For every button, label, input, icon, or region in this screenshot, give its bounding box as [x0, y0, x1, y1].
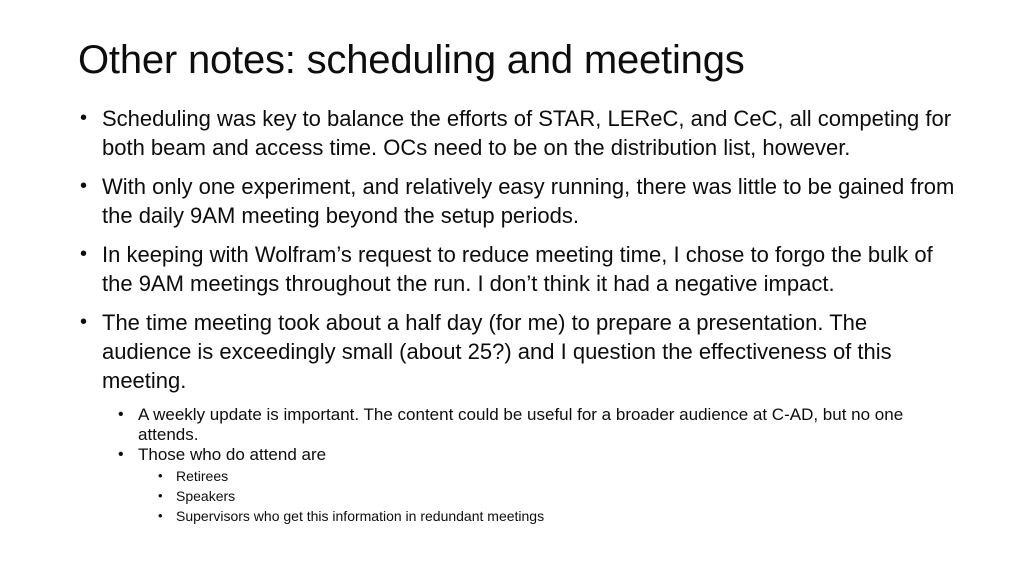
list-item: • Speakers — [72, 486, 962, 506]
list-item: • The time meeting took about a half day… — [72, 308, 962, 395]
bullet-glyph-icon: • — [158, 508, 163, 523]
list-item: • Supervisors who get this information i… — [72, 506, 962, 526]
bullet-glyph-icon: • — [80, 107, 88, 129]
bullet-glyph-icon: • — [80, 243, 88, 265]
slide-body-placeholder: • Scheduling was key to balance the effo… — [72, 104, 962, 526]
list-item-text: The time meeting took about a half day (… — [102, 310, 892, 393]
bullet-glyph-icon: • — [158, 488, 163, 503]
bullet-glyph-icon: • — [118, 406, 124, 423]
bullet-glyph-icon: • — [80, 311, 88, 333]
bullet-glyph-icon: • — [158, 468, 163, 483]
list-item-text: With only one experiment, and relatively… — [102, 174, 955, 228]
list-item-text: A weekly update is important. The conten… — [138, 405, 904, 444]
list-item-text: Those who do attend are — [138, 445, 327, 464]
bullet-glyph-icon: • — [118, 446, 124, 463]
list-item: • Those who do attend are — [72, 445, 962, 465]
sublist-level-2: • A weekly update is important. The cont… — [72, 405, 962, 465]
list-item-text: Scheduling was key to balance the effort… — [102, 106, 952, 160]
list-item-text: Supervisors who get this information in … — [176, 508, 545, 524]
list-item: • A weekly update is important. The cont… — [72, 405, 962, 445]
list-item: • Scheduling was key to balance the effo… — [72, 104, 962, 162]
page-title: Other notes: scheduling and meetings — [78, 38, 745, 82]
list-item-text: In keeping with Wolfram’s request to red… — [102, 242, 933, 296]
list-item: • With only one experiment, and relative… — [72, 172, 962, 230]
sublist-level-3: • Retirees • Speakers • Supervisors who … — [72, 466, 962, 526]
bullet-glyph-icon: • — [80, 175, 88, 197]
list-item-text: Speakers — [176, 488, 236, 504]
list-item: • Retirees — [72, 466, 962, 486]
list-item-text: Retirees — [176, 468, 229, 484]
list-item: • In keeping with Wolfram’s request to r… — [72, 240, 962, 298]
